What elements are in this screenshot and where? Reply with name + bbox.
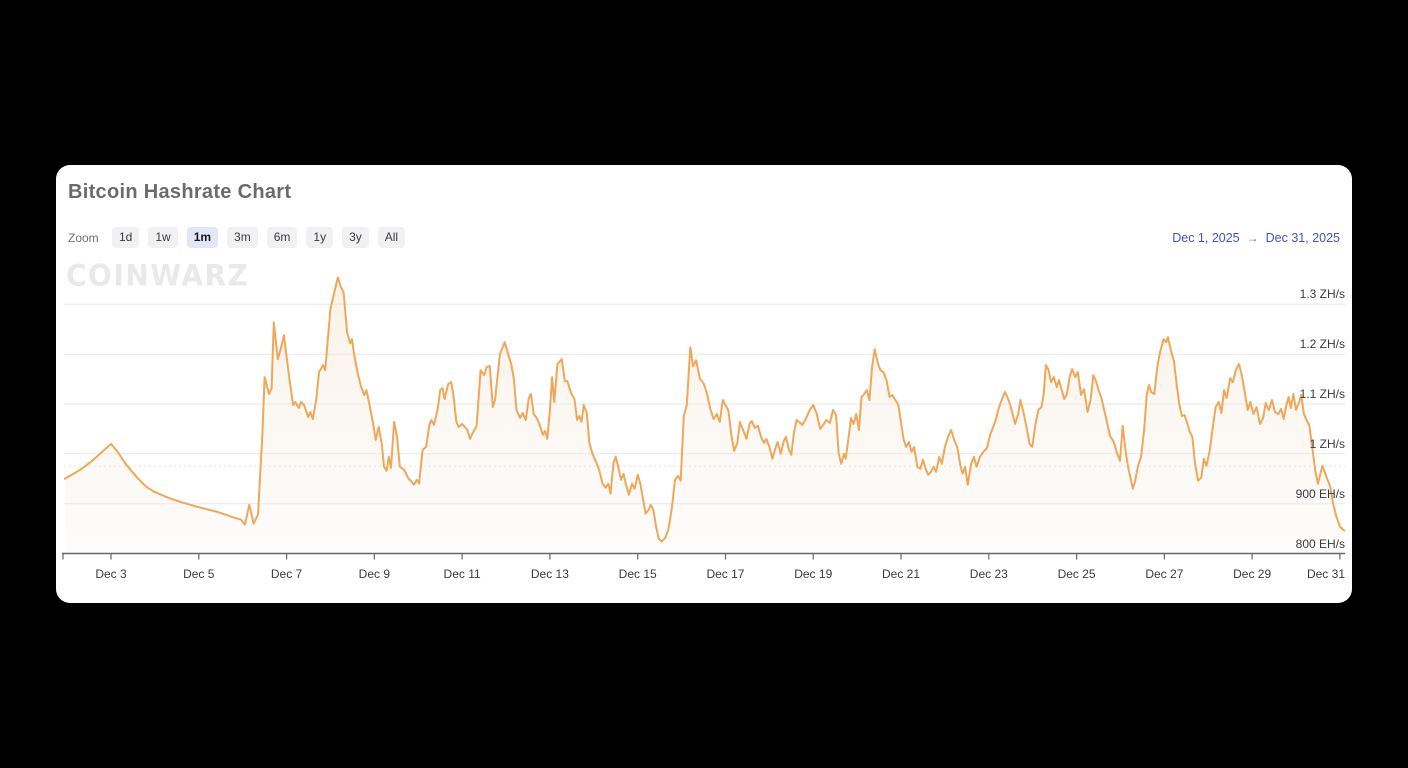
- hashrate-chart-card: Bitcoin Hashrate Chart Zoom 1d 1w 1m 3m 6m 1y…: [56, 165, 1352, 603]
- hashrate-line[interactable]: [63, 276, 1346, 543]
- x-axis-label: Dec 15: [618, 567, 657, 581]
- x-axis-label: Dec 9: [358, 567, 391, 581]
- range-button-1m[interactable]: 1m: [186, 227, 219, 248]
- x-axis-label: Dec 23: [969, 567, 1008, 581]
- x-axis-label: Dec 27: [1145, 567, 1184, 581]
- chart-toolbar: Zoom 1d 1w 1m 3m 6m 1y 3y All Dec 1, 2025 → Dec…: [68, 227, 1340, 249]
- x-axis-label: Dec 19: [794, 567, 833, 581]
- hashrate-area-fill: [64, 277, 1345, 554]
- range-button-6m[interactable]: 6m: [266, 227, 298, 248]
- range-button-1w[interactable]: 1w: [148, 227, 178, 248]
- hashrate-area-chart[interactable]: [56, 165, 1352, 603]
- y-axis-label: 1.1 ZH/s: [1299, 387, 1345, 401]
- x-axis-label: Dec 3: [95, 567, 127, 581]
- y-axis-label: 900 EH/s: [1295, 486, 1345, 501]
- y-axis-label: 1.3 ZH/s: [1299, 287, 1345, 302]
- range-button-3m[interactable]: 3m: [227, 227, 258, 248]
- zoom-range-buttons: 1d 1w 1m 3m 6m 1y 3y All: [112, 227, 406, 248]
- date-range: Dec 1, 2025 → Dec 31, 2025: [1172, 231, 1340, 245]
- date-from[interactable]: Dec 1, 2025: [1172, 231, 1240, 245]
- x-axis-label: Dec 11: [443, 567, 481, 581]
- range-button-all[interactable]: All: [377, 227, 406, 248]
- zoom-range-label: Zoom: [68, 231, 99, 245]
- x-axis-label: Dec 13: [530, 567, 569, 581]
- date-to[interactable]: Dec 31, 2025: [1265, 231, 1340, 245]
- x-axis-label: Dec 25: [1057, 567, 1096, 581]
- coinwarz-logo-watermark: COINWARZ: [66, 258, 250, 293]
- y-axis-label: 1 ZH/s: [1309, 436, 1345, 451]
- y-axis-label: 800 EH/s: [1295, 536, 1345, 551]
- page-title: Bitcoin Hashrate Chart: [68, 181, 292, 203]
- arrow-right-icon: →: [1246, 231, 1259, 245]
- range-button-3y[interactable]: 3y: [342, 227, 369, 248]
- x-axis-label: Dec 21: [882, 567, 921, 581]
- y-axis-label: 1.2 ZH/s: [1299, 337, 1345, 352]
- x-axis-label: Dec 7: [270, 567, 303, 581]
- range-button-1y[interactable]: 1y: [306, 227, 334, 248]
- x-axis-label: Dec 17: [706, 567, 745, 581]
- range-button-1d[interactable]: 1d: [112, 227, 140, 248]
- x-axis-label: Dec 31: [1306, 567, 1345, 581]
- x-axis-label: Dec 5: [183, 567, 215, 581]
- x-axis-label: Dec 29: [1233, 567, 1272, 581]
